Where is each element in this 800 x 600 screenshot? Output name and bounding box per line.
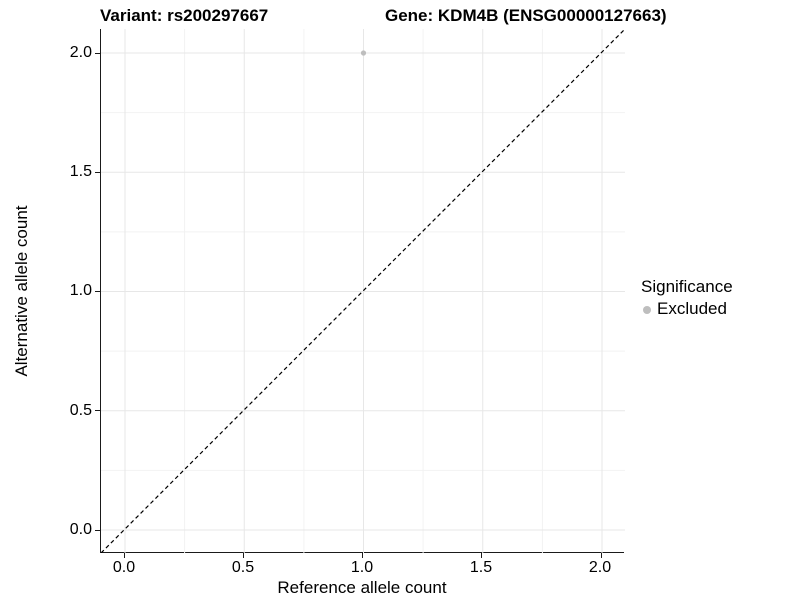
data-point-excluded: [360, 50, 367, 56]
x-tick-2.0: [600, 553, 602, 558]
legend-key-circle-icon: [643, 306, 651, 314]
legend-title: Significance: [641, 277, 733, 296]
y-tick-label: 2.0: [69, 44, 92, 61]
legend-entry-label: Excluded: [657, 299, 727, 318]
y-tick-label: 1.5: [69, 163, 92, 180]
x-tick-label: 0.5: [231, 559, 255, 576]
x-tick-0.0: [123, 553, 125, 558]
plot-title-variant: Variant: rs200297667: [100, 6, 269, 25]
plot-title-gene: Gene: KDM4B (ENSG00000127663): [385, 6, 667, 25]
identity-dashed-line: [101, 29, 625, 553]
y-axis-title: Alternative allele count: [12, 205, 31, 377]
y-tick-label: 1.0: [69, 282, 92, 299]
legend-entry-excluded: Excluded: [641, 299, 733, 319]
x-tick-1.5: [481, 553, 483, 558]
x-tick-label: 1.5: [469, 559, 493, 576]
x-tick-label: 0.0: [112, 559, 136, 576]
x-tick-0.5: [242, 553, 244, 558]
x-tick-1.0: [362, 553, 363, 558]
y-tick-0.0: [95, 529, 100, 531]
legend: Significance Excluded: [641, 277, 733, 319]
plot-panel: [100, 29, 625, 553]
y-tick-1.5: [95, 171, 100, 173]
y-tick-0.5: [95, 410, 100, 412]
y-tick-label: 0.5: [69, 402, 92, 419]
y-tick-1.0: [95, 291, 100, 292]
x-axis-title: Reference allele count: [277, 578, 447, 597]
x-tick-label: 1.0: [350, 559, 374, 576]
x-tick-label: 2.0: [588, 559, 612, 576]
plot-canvas: [101, 29, 625, 553]
y-tick-2.0: [95, 52, 100, 54]
grid-major: [101, 29, 625, 553]
y-tick-label: 0.0: [69, 521, 92, 538]
